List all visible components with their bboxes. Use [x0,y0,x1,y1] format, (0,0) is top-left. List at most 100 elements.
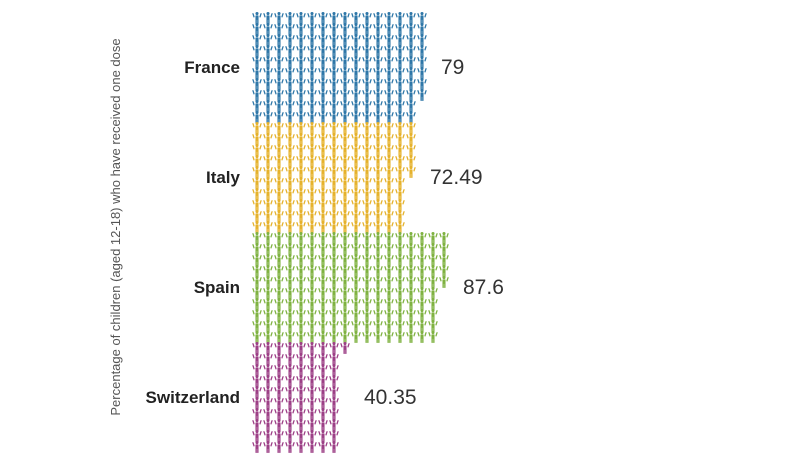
person-icon [329,45,339,57]
person-icon [296,342,306,354]
person-icon [296,331,306,343]
person-icon [340,199,350,211]
person-icon [329,408,339,420]
person-icon [307,419,317,431]
person-icon [296,221,306,233]
person-icon [340,298,350,310]
person-icon [395,155,405,167]
person-icon [340,177,350,189]
person-icon [285,254,295,266]
person-icon [351,287,361,299]
person-icon [395,34,405,46]
person-icon [362,232,372,244]
person-icon [373,78,383,90]
person-icon [296,364,306,376]
person-icon [395,199,405,211]
person-icon [285,23,295,35]
person-icon [318,287,328,299]
person-icon [340,342,350,354]
person-icon [307,144,317,156]
person-icon [406,56,416,68]
person-icon [384,45,394,57]
person-icon [318,23,328,35]
person-icon [263,89,273,101]
person-icon [263,320,273,332]
person-icon [285,430,295,442]
person-icon [417,320,427,332]
person-icon [252,441,262,453]
person-icon [252,45,262,57]
row-switzerland [252,342,350,453]
person-icon [252,408,262,420]
person-icon [274,67,284,79]
person-icon [351,56,361,68]
person-icon [395,232,405,244]
person-icon [307,177,317,189]
person-icon [428,232,438,244]
person-icon [307,386,317,398]
person-icon [384,67,394,79]
person-icon [296,133,306,145]
person-icon [362,133,372,145]
person-icon [263,100,273,112]
person-icon [340,166,350,178]
person-icon [252,430,262,442]
person-icon [274,188,284,200]
person-icon [274,287,284,299]
person-icon [252,122,262,134]
person-icon [263,155,273,167]
person-icon [439,243,449,255]
person-icon [296,419,306,431]
person-icon [252,265,262,277]
category-label-spain: Spain [194,278,240,297]
row-france [252,12,427,123]
person-icon [318,122,328,134]
person-icon [307,287,317,299]
person-icon [406,276,416,288]
person-icon [307,78,317,90]
person-icon [296,188,306,200]
person-icon [274,34,284,46]
person-icon [263,210,273,222]
person-icon [351,331,361,343]
person-icon [406,122,416,134]
person-icon [285,221,295,233]
person-icon [417,12,427,24]
person-icon [362,100,372,112]
person-icon [329,232,339,244]
person-icon [417,232,427,244]
person-icon [296,67,306,79]
person-icon [384,111,394,123]
person-icon [329,34,339,46]
person-icon [296,199,306,211]
person-icon [274,441,284,453]
person-icon [428,320,438,332]
person-icon [384,254,394,266]
row-spain [252,232,449,343]
person-icon [329,309,339,321]
person-icon [329,320,339,332]
person-icon [373,67,383,79]
person-icon [340,320,350,332]
person-icon [285,199,295,211]
person-icon [395,309,405,321]
person-icon [395,23,405,35]
person-icon [307,441,317,453]
person-icon [285,133,295,145]
person-icon [340,221,350,233]
person-icon [373,221,383,233]
person-icon [307,276,317,288]
person-icon [296,320,306,332]
person-icon [274,419,284,431]
person-icon [252,232,262,244]
person-icon [296,375,306,387]
person-icon [384,221,394,233]
person-icon [406,67,416,79]
person-icon [318,100,328,112]
person-icon [351,155,361,167]
person-icon [285,298,295,310]
person-icon [285,232,295,244]
person-icon [252,133,262,145]
person-icon [395,56,405,68]
person-icon [318,155,328,167]
